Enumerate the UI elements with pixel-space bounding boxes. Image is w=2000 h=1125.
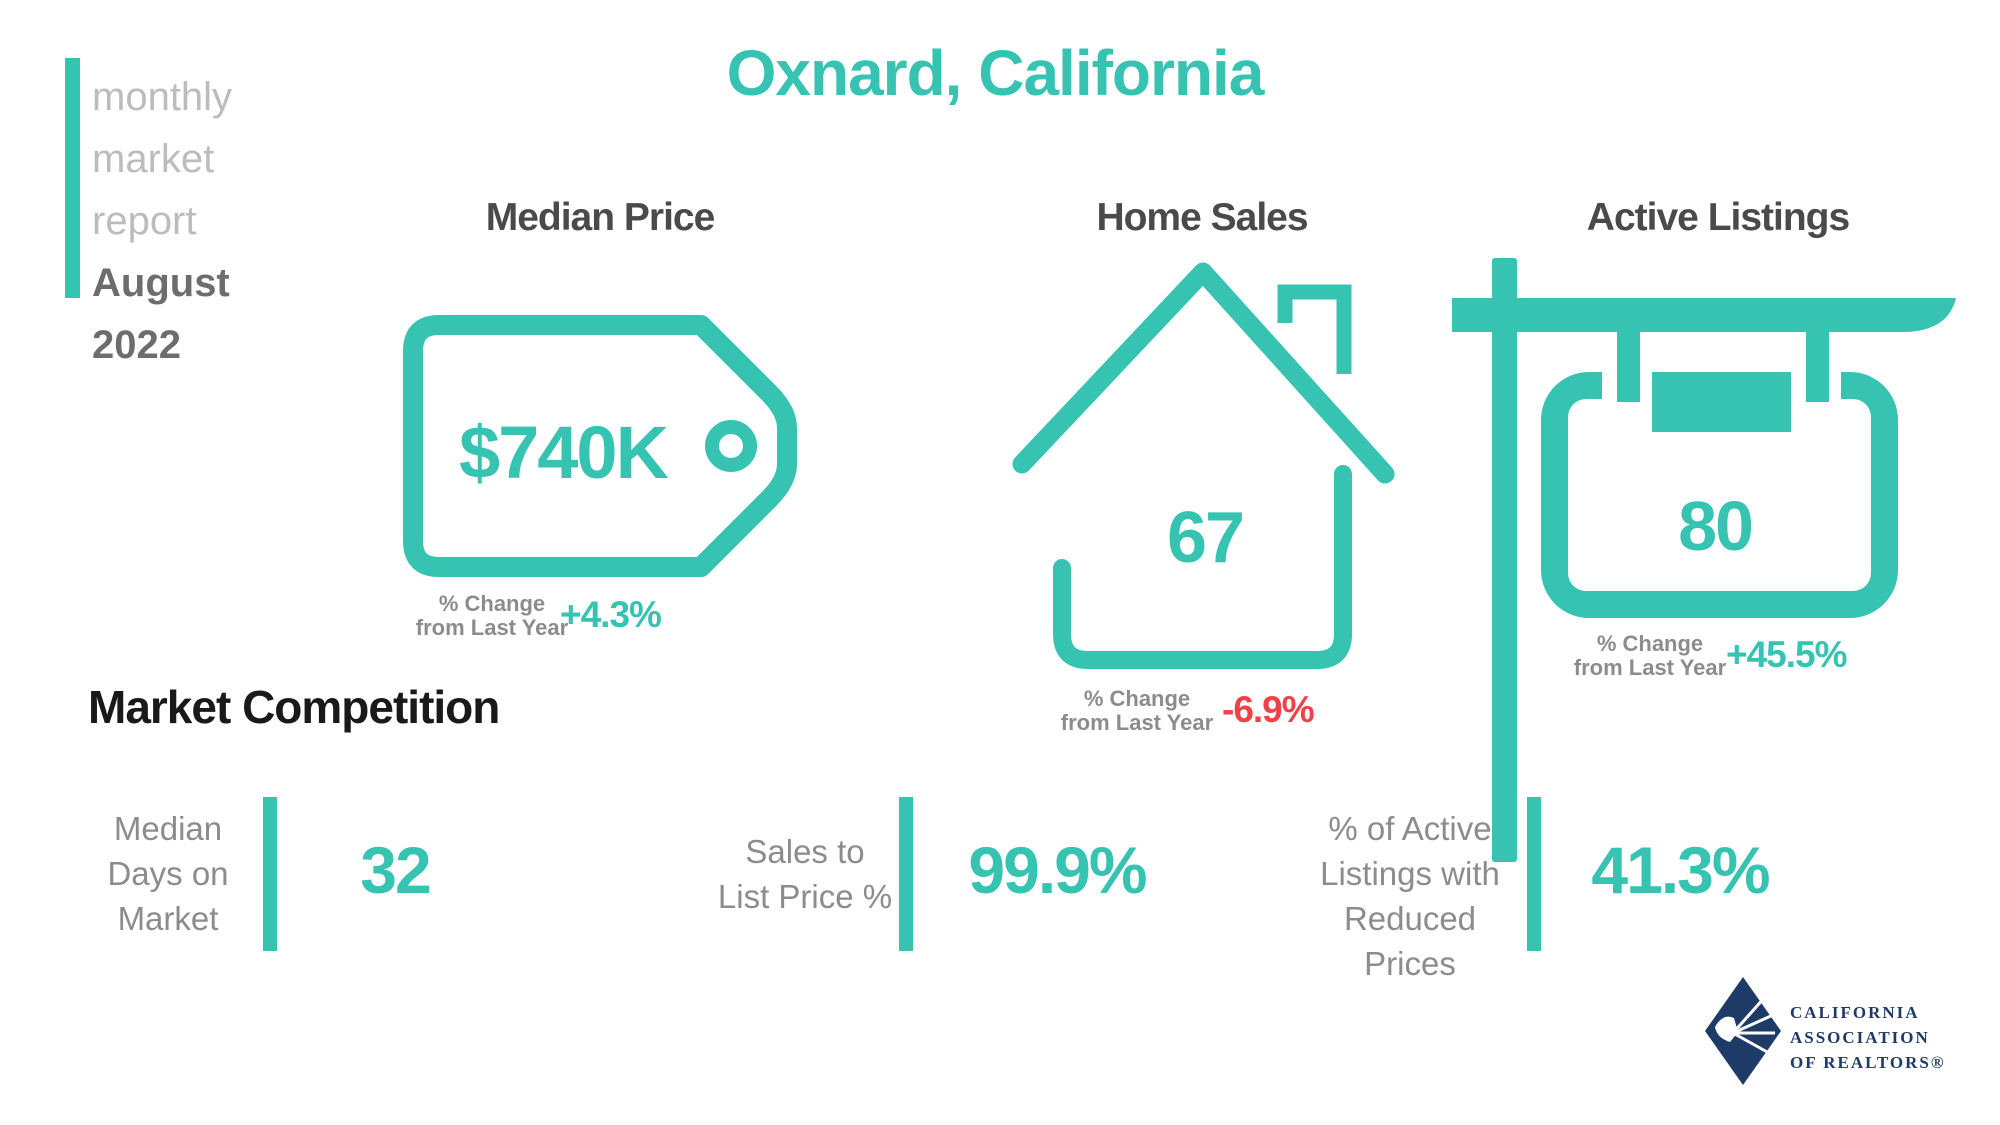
sign-hanger-left — [1617, 330, 1640, 402]
change-label-line1: % Change — [1083, 686, 1191, 711]
report-accent-bar — [65, 58, 80, 298]
house-walls — [1053, 465, 1352, 669]
car-diamond-logo-icon — [1705, 977, 1781, 1085]
for-sale-sign-icon — [1452, 258, 1956, 862]
logo-line-1: CALIFORNIA — [1790, 1003, 1920, 1022]
change-label-line1: % Change — [438, 591, 546, 616]
change-label-line2: from Last Year — [415, 615, 569, 640]
median-price-value: $740K — [458, 411, 669, 494]
report-line-2: market — [92, 137, 215, 181]
change-label-line2: from Last Year — [1573, 655, 1727, 680]
stat-divider-bar — [899, 797, 913, 951]
stat-label-reduced-prices: % of Active Listings with Reduced Prices — [1295, 806, 1525, 986]
active-listings-value: 80 — [1678, 487, 1754, 565]
market-competition-heading: Market Competition — [88, 681, 500, 733]
report-year: 2022 — [92, 323, 181, 367]
active-listings-change-value: +45.5% — [1726, 634, 1848, 675]
report-month: August — [92, 261, 230, 305]
metric-heading-median-price: Median Price — [485, 196, 716, 239]
change-label-line2: from Last Year — [1060, 710, 1214, 735]
house-icon — [1012, 262, 1395, 669]
report-badge: monthly market report August 2022 — [92, 66, 372, 376]
logo-diamond — [1705, 977, 1781, 1085]
home-sales-change-value: -6.9% — [1222, 689, 1315, 730]
stat-value-reduced-prices: 41.3% — [1591, 833, 1770, 907]
stat-label-line: Listings with — [1320, 855, 1500, 892]
logo-rays — [1731, 996, 1775, 1055]
report-line-3: report — [92, 199, 197, 243]
stat-value-median-days: 32 — [360, 833, 431, 907]
metric-heading-active-listings: Active Listings — [1586, 196, 1850, 239]
metric-heading-home-sales: Home Sales — [1096, 196, 1308, 239]
logo-bear-shape — [1715, 1016, 1738, 1042]
median-price-change-value: +4.3% — [560, 594, 662, 635]
stat-label-line: List Price % — [717, 878, 893, 915]
stat-label-line: Reduced Prices — [1343, 900, 1477, 982]
home-sales-change-label: % Change from Last Year — [1037, 687, 1237, 735]
stat-label-line: Sales to — [745, 833, 865, 870]
stat-divider-bar — [1527, 797, 1541, 951]
stat-divider-bar — [263, 797, 277, 951]
home-sales-value: 67 — [1166, 498, 1245, 578]
stat-label-line: Median — [113, 810, 223, 847]
car-logo-text: CALIFORNIA ASSOCIATION OF REALTORS® — [1790, 1000, 1946, 1075]
median-price-change-label: % Change from Last Year — [392, 592, 592, 640]
price-tag-icon — [403, 315, 797, 577]
stat-label-line: Market — [117, 900, 219, 937]
stat-label-sales-to-list: Sales to List Price % — [695, 829, 915, 919]
sign-crossbar — [1452, 298, 1956, 332]
sign-post — [1492, 258, 1517, 862]
price-tag-hole — [705, 420, 757, 472]
stat-label-line: Days on — [107, 855, 229, 892]
house-roof — [1012, 262, 1395, 484]
logo-line-3: OF REALTORS® — [1790, 1053, 1946, 1072]
stat-label-median-days: Median Days on Market — [78, 806, 258, 941]
active-listings-change-label: % Change from Last Year — [1550, 632, 1750, 680]
sign-board-face — [1568, 399, 1871, 591]
page-title: Oxnard, California — [726, 37, 1265, 109]
house-chimney — [1277, 284, 1352, 374]
logo-line-2: ASSOCIATION — [1790, 1028, 1930, 1047]
report-line-1: monthly — [92, 75, 233, 119]
sign-hanger-right — [1806, 330, 1829, 402]
price-tag-outline — [403, 315, 797, 577]
stat-value-sales-to-list: 99.9% — [968, 833, 1147, 907]
sign-header-tab — [1652, 372, 1791, 432]
stat-label-line: % of Active — [1328, 810, 1492, 847]
change-label-line1: % Change — [1596, 631, 1704, 656]
